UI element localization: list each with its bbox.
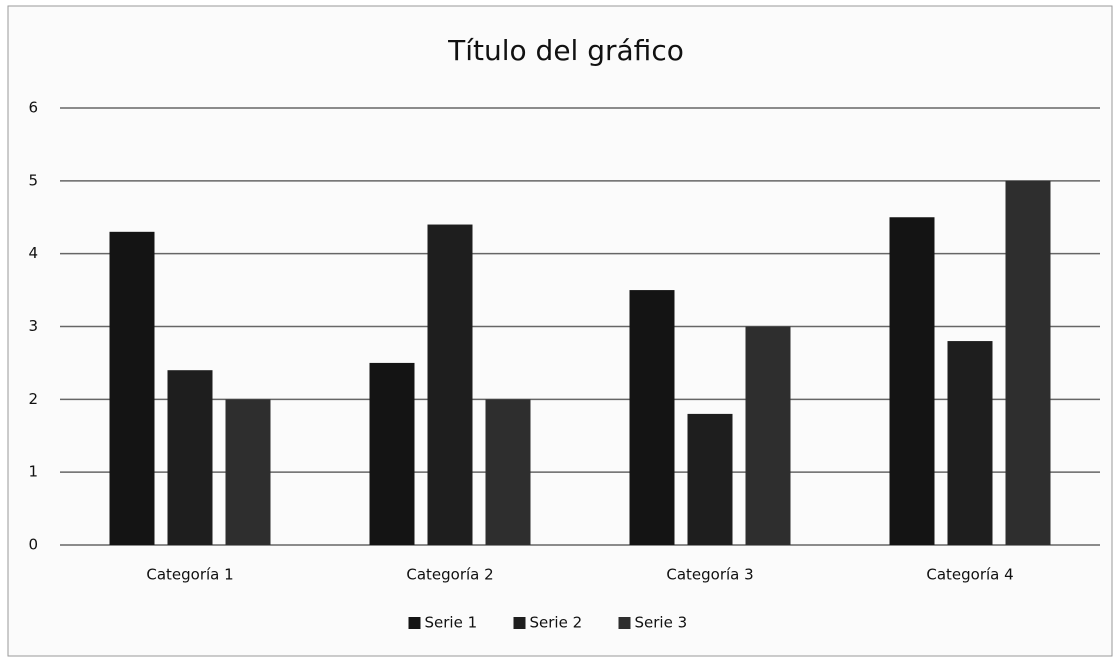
legend-swatch xyxy=(513,617,526,629)
bar xyxy=(225,399,271,545)
bar xyxy=(369,362,415,545)
y-tick-label: 0 xyxy=(28,536,38,554)
bar xyxy=(485,399,531,545)
chart-title: Título del gráfico xyxy=(447,34,684,67)
bar xyxy=(629,290,675,545)
y-tick-label: 6 xyxy=(28,99,38,117)
y-tick-label: 4 xyxy=(28,244,38,262)
x-tick-label: Categoría 3 xyxy=(666,566,753,584)
legend-label: Serie 2 xyxy=(530,614,583,632)
bar xyxy=(109,231,155,546)
y-tick-label: 1 xyxy=(28,463,38,481)
bar xyxy=(1005,180,1051,546)
legend-swatch xyxy=(408,617,421,629)
legend-label: Serie 3 xyxy=(635,614,688,632)
y-tick-label: 2 xyxy=(28,390,38,408)
y-tick-label: 3 xyxy=(28,317,38,335)
legend-label: Serie 1 xyxy=(425,614,478,632)
x-tick-label: Categoría 1 xyxy=(146,566,233,584)
x-tick-label: Categoría 4 xyxy=(926,566,1013,584)
chart-frame xyxy=(7,5,1113,657)
legend-swatch xyxy=(618,617,631,629)
bar xyxy=(947,341,993,545)
y-tick-label: 5 xyxy=(28,171,38,189)
bar xyxy=(687,413,733,545)
bar xyxy=(167,370,213,545)
x-tick-label: Categoría 2 xyxy=(406,566,493,584)
bar xyxy=(889,217,935,545)
bar xyxy=(427,224,473,546)
bar xyxy=(745,326,791,545)
